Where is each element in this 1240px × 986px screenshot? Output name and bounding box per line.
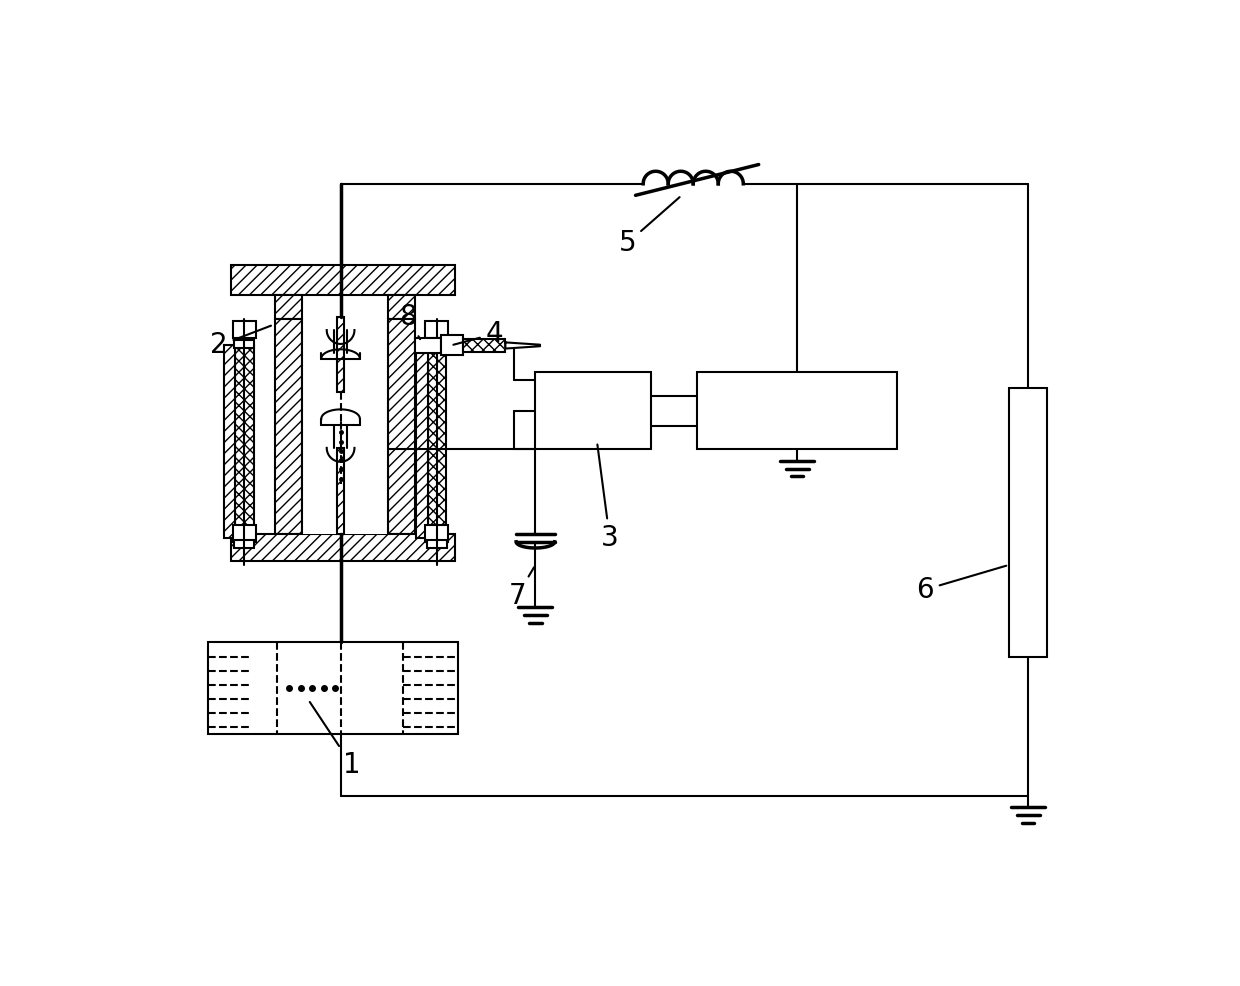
Bar [223, 345, 236, 538]
Bar [275, 296, 303, 318]
Bar [697, 373, 898, 450]
Text: 6: 6 [916, 566, 1007, 603]
Bar [463, 338, 506, 352]
Bar [233, 525, 255, 542]
Text: 8: 8 [399, 303, 420, 339]
Bar [1009, 387, 1048, 658]
Text: 1: 1 [310, 702, 361, 779]
Bar [208, 642, 459, 735]
Bar [414, 338, 441, 353]
Bar [233, 320, 255, 338]
Bar [337, 448, 345, 534]
Bar [231, 264, 455, 296]
Bar [428, 345, 446, 538]
Bar [337, 317, 345, 391]
Bar [303, 318, 388, 534]
Text: 3: 3 [598, 445, 619, 552]
Bar [536, 373, 651, 450]
Bar [417, 345, 428, 538]
Bar [427, 540, 446, 548]
Bar [388, 318, 414, 534]
Text: 7: 7 [508, 567, 534, 609]
Bar [231, 534, 455, 561]
Text: 5: 5 [619, 197, 680, 257]
Bar [234, 540, 254, 548]
Bar [236, 345, 253, 538]
Bar [427, 340, 446, 348]
Bar [275, 318, 303, 534]
Text: 4: 4 [454, 319, 503, 348]
Bar [425, 525, 449, 542]
Text: 2: 2 [211, 325, 272, 360]
Bar [441, 335, 463, 356]
Bar [388, 296, 414, 318]
Bar [425, 320, 449, 338]
Polygon shape [506, 342, 541, 348]
Bar [234, 340, 254, 348]
